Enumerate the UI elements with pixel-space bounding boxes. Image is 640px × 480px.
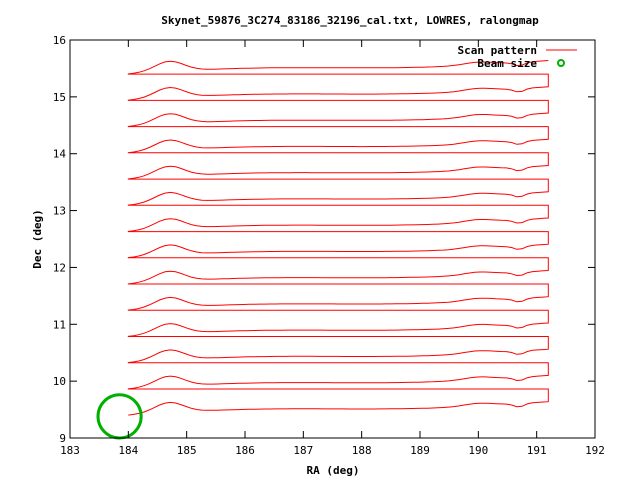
y-tick-label: 15 (53, 91, 66, 104)
legend-swatch-beam-size (557, 59, 565, 67)
x-axis-label: RA (deg) (307, 464, 360, 477)
x-tick-label: 186 (235, 444, 255, 457)
x-axis: 183 184 185 186 187 188 189 190 191 192 (60, 40, 605, 457)
x-tick-label: 192 (585, 444, 605, 457)
x-tick-label: 185 (177, 444, 197, 457)
beam-size-circle (96, 393, 143, 440)
y-axis: 9 10 11 12 13 14 15 16 (53, 34, 595, 445)
y-tick-label: 10 (53, 375, 66, 388)
y-tick-label: 14 (53, 148, 67, 161)
y-tick-label: 9 (59, 432, 66, 445)
plot-area (96, 60, 549, 440)
x-tick-label: 184 (118, 444, 138, 457)
x-tick-label: 188 (352, 444, 372, 457)
x-tick-label: 183 (60, 444, 80, 457)
scan-pattern-line (127, 60, 549, 416)
y-axis-label: Dec (deg) (31, 209, 44, 269)
plot-frame (69, 39, 596, 439)
y-tick-label: 13 (53, 205, 66, 218)
legend-label-scan-pattern: Scan pattern (458, 44, 537, 57)
y-tick-label: 11 (53, 318, 66, 331)
x-tick-label: 187 (293, 444, 313, 457)
legend-label-beam-size: Beam size (477, 57, 537, 70)
x-tick-label: 190 (468, 444, 488, 457)
legend: Scan pattern Beam size (458, 44, 577, 70)
x-tick-label: 191 (527, 444, 547, 457)
chart-title: Skynet_59876_3C274_83186_32196_cal.txt, … (161, 14, 539, 27)
y-tick-label: 12 (53, 261, 66, 274)
y-tick-label: 16 (53, 34, 66, 47)
x-tick-label: 189 (410, 444, 430, 457)
